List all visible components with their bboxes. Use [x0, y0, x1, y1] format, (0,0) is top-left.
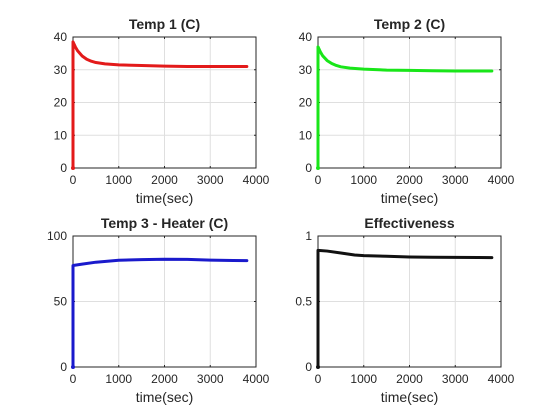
x-tick-label: 4000	[243, 372, 270, 386]
x-tick-label: 2000	[396, 173, 423, 187]
y-tick-label: 0	[305, 360, 312, 374]
x-tick-label: 3000	[197, 372, 224, 386]
x-tick-label: 3000	[442, 173, 469, 187]
subplot-4: 0 1000 2000 3000 4000 0 0.5 1 Effectiveness time(…	[295, 215, 514, 405]
x-tick-label: 3000	[442, 372, 469, 386]
y-tick-label: 10	[54, 128, 68, 142]
x-axis-label: time(sec)	[381, 190, 439, 206]
x-tick-label: 1000	[350, 372, 377, 386]
chart-title: Temp 2 (C)	[374, 16, 445, 32]
x-tick-label: 4000	[243, 173, 270, 187]
y-tick-label: 20	[299, 96, 313, 110]
x-tick-label: 1000	[105, 173, 132, 187]
y-tick-label: 0	[60, 161, 67, 175]
x-tick-label: 0	[315, 173, 322, 187]
subplot-2: 0 1000 2000 3000 4000 0 10 20 30 40 Temp 2 (C) time…	[299, 16, 515, 206]
y-tick-label: 40	[54, 30, 68, 44]
series-start-point	[71, 365, 75, 369]
chart-title: Temp 1 (C)	[129, 16, 200, 32]
series-line	[71, 257, 249, 369]
x-axis-label: time(sec)	[136, 389, 194, 405]
series-line	[316, 45, 494, 170]
y-tick-label: 30	[299, 63, 313, 77]
y-tick-label: 40	[299, 30, 313, 44]
series-start-point	[316, 166, 320, 170]
chart-title: Effectiveness	[364, 215, 454, 231]
chart-title: Temp 3 - Heater (C)	[101, 215, 228, 231]
y-tick-label: 100	[47, 229, 67, 243]
series-line	[316, 248, 494, 369]
x-tick-label: 2000	[151, 372, 178, 386]
series-start-point	[71, 166, 75, 170]
y-tick-label: 10	[299, 128, 313, 142]
x-tick-label: 2000	[396, 372, 423, 386]
x-tick-label: 0	[315, 372, 322, 386]
series-line	[71, 40, 249, 170]
x-tick-label: 1000	[350, 173, 377, 187]
y-tick-label: 0	[60, 360, 67, 374]
x-tick-label: 3000	[197, 173, 224, 187]
y-tick-label: 0	[305, 161, 312, 175]
subplot-1: 0 1000 2000 3000 4000 0 10 20 30 40 Temp 1 (C) time…	[54, 16, 270, 206]
subplot-3: 0 1000 2000 3000 4000 0 50 100 Temp 3 - Heater (…	[47, 215, 270, 405]
y-tick-label: 0.5	[295, 295, 312, 309]
x-tick-label: 4000	[488, 372, 515, 386]
x-tick-label: 0	[70, 372, 77, 386]
x-axis-label: time(sec)	[136, 190, 194, 206]
y-tick-label: 20	[54, 96, 68, 110]
y-tick-label: 50	[54, 295, 68, 309]
series-start-point	[316, 365, 320, 369]
x-tick-label: 0	[70, 173, 77, 187]
x-tick-label: 4000	[488, 173, 515, 187]
x-tick-label: 1000	[105, 372, 132, 386]
x-tick-label: 2000	[151, 173, 178, 187]
y-tick-label: 30	[54, 63, 68, 77]
y-tick-label: 1	[305, 229, 312, 243]
x-axis-label: time(sec)	[381, 389, 439, 405]
